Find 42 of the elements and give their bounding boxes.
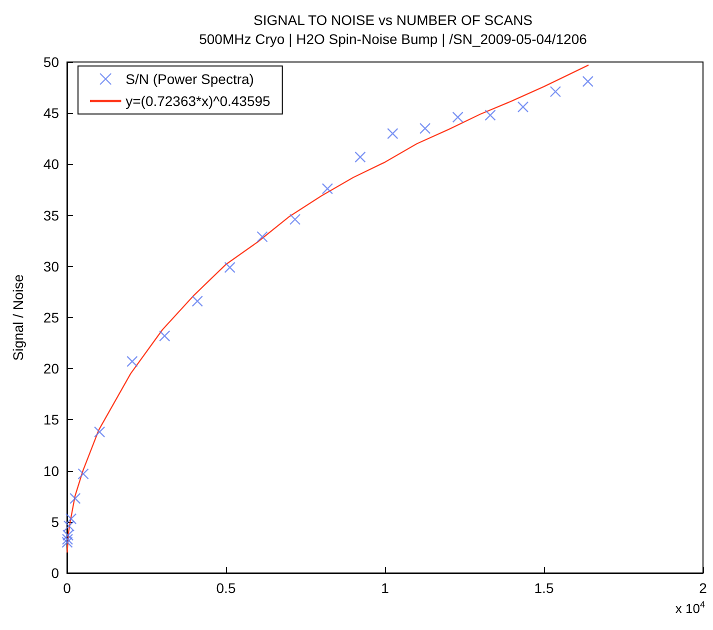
point xyxy=(354,151,366,163)
point xyxy=(550,86,562,98)
x-tick-label: 1.5 xyxy=(534,580,554,596)
y-tick-label: 30 xyxy=(43,258,60,274)
x-tick-label: 0.5 xyxy=(216,580,236,596)
point xyxy=(62,534,74,545)
y-tick-label: 25 xyxy=(43,310,60,326)
point xyxy=(517,101,529,113)
point xyxy=(126,356,138,368)
point xyxy=(224,262,236,274)
point xyxy=(419,122,431,134)
x-tick-label: 2 xyxy=(699,580,708,596)
legend-label: y=(0.72363*x)^0.43595 xyxy=(126,93,271,109)
point xyxy=(484,110,496,121)
point xyxy=(159,330,170,342)
chart-title: SIGNAL TO NOISE vs NUMBER OF SCANS xyxy=(253,12,533,28)
point xyxy=(256,231,268,242)
y-tick-label: 5 xyxy=(51,514,60,530)
y-tick-label: 50 xyxy=(43,54,60,70)
y-tick-label: 10 xyxy=(43,462,60,479)
chart-subtitle: 500MHz Cryo | H2O Spin-Noise Bump | /SN_2009-05-04/1206 xyxy=(199,31,588,47)
y-tick-label: 20 xyxy=(43,360,60,377)
y-tick-label: 35 xyxy=(43,207,60,224)
x-tick-label: 0 xyxy=(63,580,72,596)
point xyxy=(289,214,301,225)
y-tick-label: 0 xyxy=(51,565,60,581)
point xyxy=(582,76,594,88)
y-axis-title: Signal / Noise xyxy=(10,274,26,361)
y-tick-label: 40 xyxy=(43,156,60,172)
point xyxy=(65,513,77,524)
point xyxy=(78,468,89,480)
point xyxy=(452,112,464,123)
legend-label: S/N (Power Spectra) xyxy=(126,71,254,87)
point xyxy=(70,492,81,504)
line-series xyxy=(66,64,590,554)
x-tick-label: 1 xyxy=(381,580,390,596)
point xyxy=(94,426,106,438)
point xyxy=(192,296,203,307)
y-tick-label: 45 xyxy=(43,105,60,122)
point xyxy=(387,128,398,140)
point xyxy=(322,183,334,194)
y-tick-label: 15 xyxy=(43,412,60,428)
